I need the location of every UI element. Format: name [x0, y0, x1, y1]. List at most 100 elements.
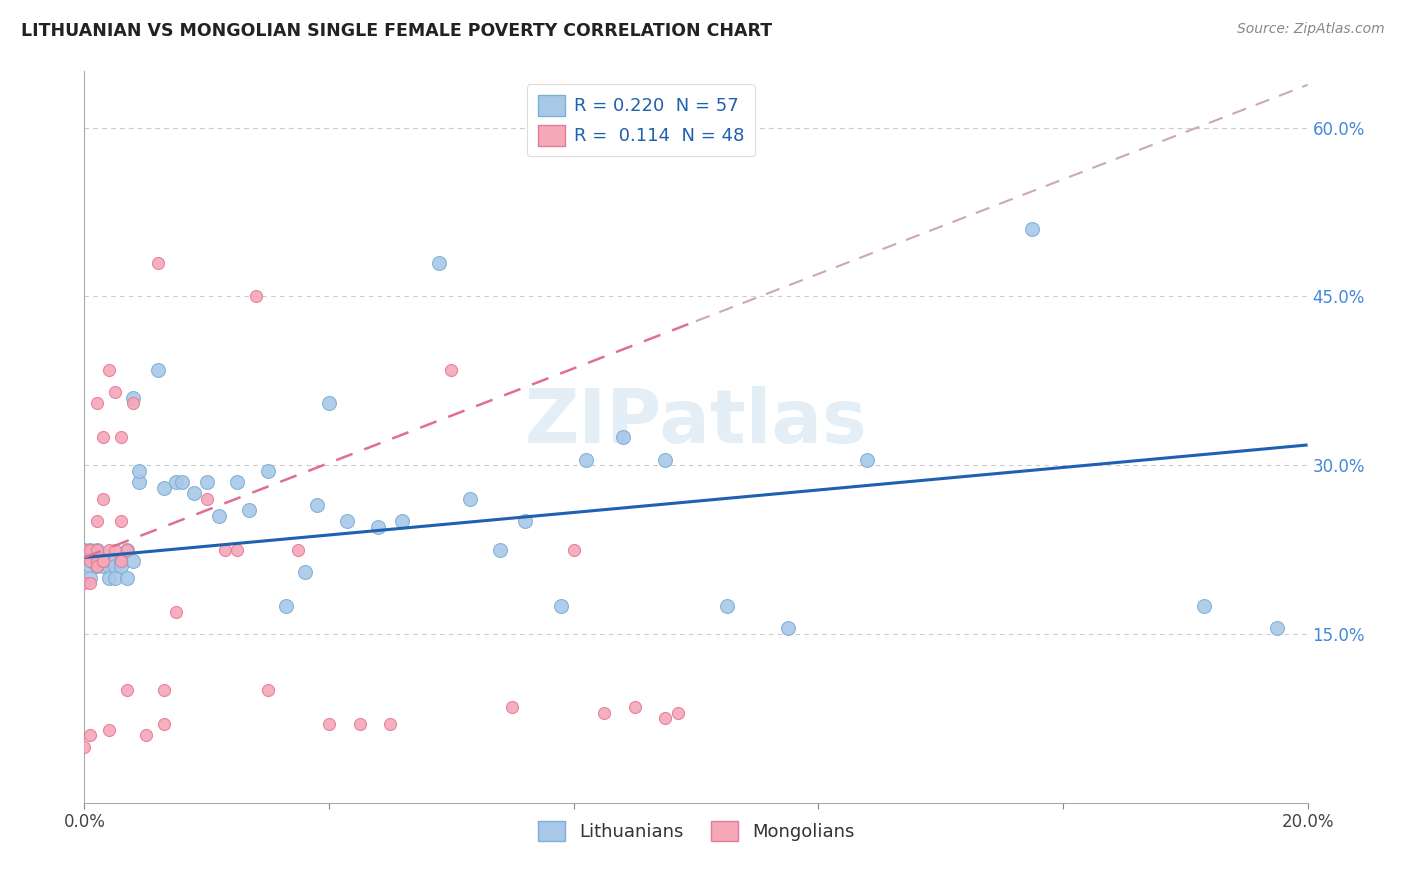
Point	[86, 515, 108, 529]
Point	[226, 475, 249, 489]
Point	[86, 559, 108, 574]
Point	[79, 554, 101, 568]
Point	[666, 706, 689, 720]
Point	[104, 385, 127, 400]
Point	[86, 542, 108, 557]
Point	[91, 554, 114, 568]
Legend: Lithuanians, Mongolians: Lithuanians, Mongolians	[530, 814, 862, 848]
Point	[79, 542, 101, 557]
Point	[318, 396, 340, 410]
Point	[380, 717, 402, 731]
Point	[97, 571, 120, 585]
Point	[110, 559, 132, 574]
Point	[238, 503, 260, 517]
Point	[624, 700, 647, 714]
Point	[245, 289, 267, 303]
Point	[86, 548, 108, 562]
Point	[489, 542, 512, 557]
Point	[153, 717, 176, 731]
Point	[104, 559, 127, 574]
Point	[110, 554, 132, 568]
Point	[165, 475, 187, 489]
Point	[593, 706, 616, 720]
Point	[336, 515, 359, 529]
Point	[86, 396, 108, 410]
Point	[115, 683, 138, 698]
Point	[128, 464, 150, 478]
Point	[73, 576, 96, 591]
Point	[294, 565, 316, 579]
Point	[91, 430, 114, 444]
Point	[513, 515, 536, 529]
Point	[427, 255, 450, 269]
Point	[153, 481, 176, 495]
Point	[97, 554, 120, 568]
Point	[86, 554, 108, 568]
Text: LITHUANIAN VS MONGOLIAN SINGLE FEMALE POVERTY CORRELATION CHART: LITHUANIAN VS MONGOLIAN SINGLE FEMALE PO…	[21, 22, 772, 40]
Point	[122, 554, 145, 568]
Point	[110, 515, 132, 529]
Point	[502, 700, 524, 714]
Point	[776, 621, 799, 635]
Point	[91, 491, 114, 506]
Point	[654, 711, 676, 725]
Point	[318, 717, 340, 731]
Point	[305, 498, 328, 512]
Point	[195, 491, 218, 506]
Point	[79, 576, 101, 591]
Text: ZIPatlas: ZIPatlas	[524, 386, 868, 459]
Point	[550, 599, 572, 613]
Point	[110, 430, 132, 444]
Point	[73, 739, 96, 754]
Point	[91, 554, 114, 568]
Point	[226, 542, 249, 557]
Point	[79, 559, 101, 574]
Point	[172, 475, 194, 489]
Point	[214, 542, 236, 557]
Point	[208, 508, 231, 523]
Point	[183, 486, 205, 500]
Point	[146, 255, 169, 269]
Point	[79, 728, 101, 742]
Point	[257, 464, 280, 478]
Point	[122, 391, 145, 405]
Point	[458, 491, 481, 506]
Point	[97, 362, 120, 376]
Point	[367, 520, 389, 534]
Point	[73, 542, 96, 557]
Point	[86, 542, 108, 557]
Point	[562, 542, 585, 557]
Point	[856, 452, 879, 467]
Point	[97, 559, 120, 574]
Point	[287, 542, 309, 557]
Point	[128, 475, 150, 489]
Point	[135, 728, 157, 742]
Point	[612, 430, 634, 444]
Point	[349, 717, 371, 731]
Point	[110, 554, 132, 568]
Point	[122, 396, 145, 410]
Point	[391, 515, 413, 529]
Point	[1192, 599, 1215, 613]
Point	[104, 571, 127, 585]
Point	[97, 542, 120, 557]
Point	[575, 452, 598, 467]
Point	[115, 571, 138, 585]
Point	[91, 559, 114, 574]
Point	[276, 599, 298, 613]
Point	[73, 542, 96, 557]
Point	[115, 542, 138, 557]
Point	[716, 599, 738, 613]
Text: Source: ZipAtlas.com: Source: ZipAtlas.com	[1237, 22, 1385, 37]
Point	[1021, 222, 1043, 236]
Point	[91, 554, 114, 568]
Point	[654, 452, 676, 467]
Point	[79, 554, 101, 568]
Point	[104, 554, 127, 568]
Point	[79, 542, 101, 557]
Point	[104, 542, 127, 557]
Point	[115, 542, 138, 557]
Point	[79, 571, 101, 585]
Point	[97, 723, 120, 737]
Point	[86, 554, 108, 568]
